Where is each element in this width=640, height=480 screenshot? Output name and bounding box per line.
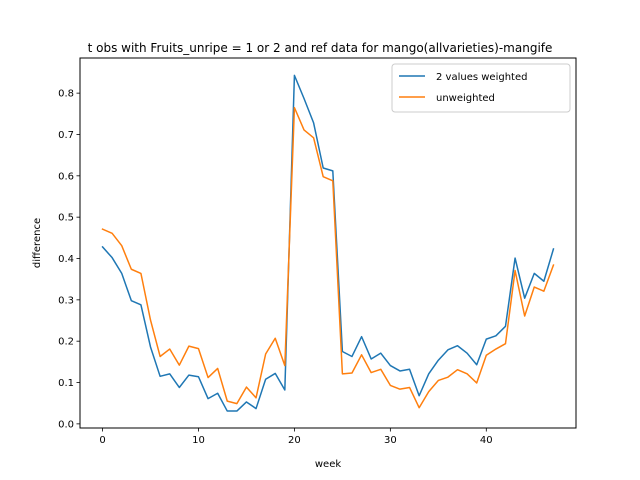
y-tick-label: 0.1: [58, 378, 74, 389]
x-tick-label: 40: [480, 435, 493, 446]
y-tick-label: 0.7: [58, 130, 74, 141]
legend: 2 values weighted unweighted: [391, 63, 571, 113]
x-tick-label: 20: [288, 435, 301, 446]
y-tick-label: 0.5: [58, 213, 74, 224]
y-tick-label: 0.2: [58, 337, 74, 348]
x-tick-label: 10: [192, 435, 205, 446]
series-line-unweighted: [101, 106, 555, 409]
y-tick-label: 0.3: [58, 295, 74, 306]
x-axis-label: week: [315, 459, 341, 470]
y-axis-label: difference: [32, 218, 43, 268]
axes-frame: [79, 57, 577, 429]
y-tick-label: 0.4: [58, 254, 74, 265]
legend-box: [391, 63, 571, 113]
legend-label: unweighted: [436, 93, 495, 104]
x-tick-label: 30: [384, 435, 397, 446]
y-tick-label: 0.0: [58, 419, 74, 430]
y-tick-label: 0.8: [58, 89, 74, 100]
series-line-weighted: [101, 74, 555, 412]
chart-title: t obs with Fruits_unripe = 1 or 2 and re…: [88, 41, 553, 55]
x-tick-label: 0: [99, 435, 105, 446]
legend-label: 2 values weighted: [436, 72, 527, 83]
y-tick-label: 0.6: [58, 171, 74, 182]
